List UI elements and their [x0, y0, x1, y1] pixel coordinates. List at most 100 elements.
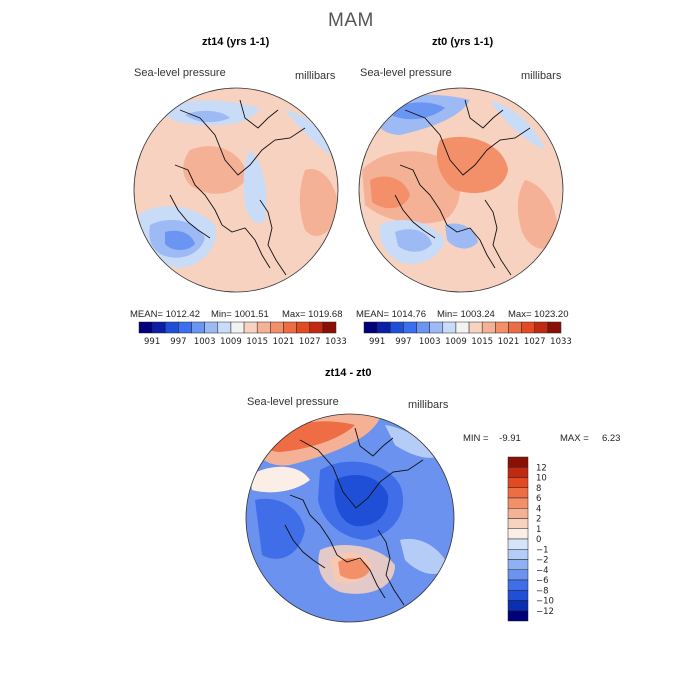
panel3-title: zt14 - zt0: [325, 367, 372, 379]
panel1-colorbar-swatch: [296, 321, 310, 334]
panel1-field-low-top-core: [185, 110, 230, 123]
panel3-colorbar-swatch: [507, 579, 529, 591]
panel1-colorbar-swatch: [243, 321, 258, 334]
panel2-field-low-right: [490, 100, 545, 150]
panel2-colorbar-tick-label: 1021: [498, 337, 520, 347]
panel2-colorbar-tick-label: 1003: [419, 337, 441, 347]
panel3-colorbar-swatch: [507, 600, 529, 611]
panel3-colorbar-tick-label: 2: [536, 515, 541, 525]
panel2-colorbar-swatch: [455, 321, 470, 334]
panel3-colorbar-swatch: [507, 456, 529, 468]
panel1-colorbar-tick-label: 1003: [194, 337, 216, 347]
panel2-colorbar-swatch: [534, 321, 549, 334]
panel3-min: MIN = -9.91: [463, 433, 521, 444]
panel2-field-low-bottom-core: [395, 229, 432, 252]
panel3-field-weak-low-bottom-right: [400, 538, 448, 575]
panel2-colorbar-swatch: [429, 321, 444, 334]
panel1-colorbar-tick-label: 997: [170, 337, 186, 347]
panel3-colorbar-swatch: [507, 508, 529, 519]
panel3-field-low-left: [255, 498, 305, 559]
panel3-colorbar-tick-label: −12: [536, 607, 554, 617]
panel3-colorbar-tick-label: 4: [536, 504, 541, 514]
panel2-colorbar-swatch: [508, 321, 522, 334]
panel3-field-high-bottom-core: [338, 558, 370, 580]
panel2-colorbar-swatch: [495, 321, 509, 334]
panel3-colorbar-swatch: [507, 610, 529, 622]
panel3-colorbar-tick-label: −1: [536, 545, 549, 555]
panel1-map: [133, 87, 339, 293]
panel1-title: zt14 (yrs 1-1): [202, 36, 270, 48]
panel3-colorbar-swatch: [507, 477, 529, 488]
panel1-colorbar-tick-label: 1015: [246, 337, 268, 347]
panel1-colorbar-swatch: [178, 321, 192, 334]
figure-title: MAM: [328, 10, 374, 31]
panel2-colorbar-swatch: [403, 321, 417, 334]
panel3-colorbar-tick-label: 0: [536, 535, 541, 545]
panel1-colorbar-swatch: [283, 321, 297, 334]
panel1-field-low-bottom-core: [165, 230, 195, 250]
panel3-coastlines: [284, 427, 424, 606]
panel3-variable-label: Sea-level pressure: [247, 396, 339, 408]
panel3-colorbar-tick-label: 10: [536, 474, 547, 484]
panel1-colorbar-tick-label: 1021: [273, 337, 295, 347]
panel2-colorbar-tick-label: 1027: [524, 337, 546, 347]
panel3-colorbar-tick-label: 6: [536, 494, 541, 504]
panel1-colorbar-swatch: [204, 321, 219, 334]
panel2-colorbar-swatch: [481, 321, 496, 334]
panel2-colorbar-swatch: [390, 321, 404, 334]
panel3-field-low-center-core: [334, 475, 389, 527]
panel1-coastlines: [169, 99, 306, 276]
panel2-max: Max= 1023.20: [508, 309, 569, 320]
panel1-colorbar-swatch: [151, 321, 166, 334]
panel1-colorbar-tick-label: 1027: [299, 337, 321, 347]
panel1-min: Min= 1001.51: [211, 309, 269, 320]
panel3-colorbar-tick-label: −4: [536, 566, 549, 576]
panel2-coastlines: [394, 99, 531, 276]
panel1-map-border: [133, 87, 339, 293]
panel3-colorbar-swatch: [507, 528, 529, 540]
panel1-colorbar-tick-label: 1009: [220, 337, 242, 347]
panel2-field-high-left-core: [370, 176, 410, 209]
panel1-colorbar-swatch: [309, 321, 324, 334]
panel1-colorbar-swatch: [322, 321, 337, 334]
panel1-colorbar: 991 997 1003 1009 1015 1021 1027 1033: [138, 321, 347, 347]
panel2-colorbar-swatch: [363, 321, 378, 334]
panel2-colorbar-tick-label: 1033: [550, 337, 572, 347]
panel2-map-border: [358, 87, 564, 293]
panel3-colorbar-swatch: [507, 569, 529, 581]
panel3-colorbar-swatch: [507, 538, 529, 550]
panel2-colorbar-tick-label: 1009: [445, 337, 467, 347]
panel3-colorbar-swatch: [507, 549, 529, 560]
panel3-colorbar-tick-label: 8: [536, 484, 541, 494]
panel3-colorbar-swatch: [507, 559, 529, 570]
panel3-max: MAX = 6.23: [560, 433, 621, 444]
panel1-field-high-center: [183, 146, 248, 194]
panel2-colorbar-tick-label: 991: [369, 337, 385, 347]
panel3-colorbar-tick-label: −2: [536, 556, 549, 566]
panel2-mean: MEAN= 1014.76: [356, 309, 426, 320]
panel1-max: Max= 1019.68: [282, 309, 343, 320]
panel1-colorbar-tick-label: 991: [144, 337, 160, 347]
panel2-field-high-center: [436, 136, 508, 194]
panel3-field-weak-low-right: [385, 425, 440, 458]
panel1-colorbar-swatch: [230, 321, 245, 334]
panel3-field-neutral-left: [250, 466, 310, 493]
panel1-units-label: millibars: [295, 70, 336, 82]
panel3-colorbar-tick-label: −6: [536, 576, 549, 586]
panel2-field-high-right: [517, 180, 559, 249]
panel2-units-label: millibars: [521, 70, 562, 82]
panel3-colorbar-swatch: [507, 487, 529, 499]
panel1-field-low-right: [285, 110, 338, 160]
panel3-colorbar-tick-label: −8: [536, 586, 549, 596]
panel2-colorbar-swatch: [547, 321, 562, 334]
panel1-colorbar-swatch: [217, 321, 232, 334]
panel1-colorbar-swatch: [270, 321, 284, 334]
panel2-map: [358, 87, 564, 293]
panel1-colorbar-swatch: [191, 321, 205, 334]
panel1-field-low-mid: [243, 150, 267, 224]
panel3-colorbar-tick-label: 12: [536, 463, 547, 473]
panel2-colorbar: 991 997 1003 1009 1015 1021 1027 1033: [363, 321, 572, 347]
panel3-colorbar-swatch: [507, 467, 529, 478]
panel3-map: [245, 413, 455, 623]
